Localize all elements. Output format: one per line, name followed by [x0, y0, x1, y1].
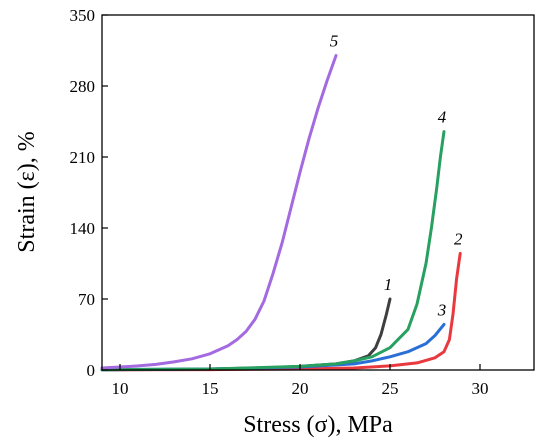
x-tick-label: 15 — [202, 379, 219, 398]
y-tick-label: 350 — [70, 6, 96, 25]
series-line-1 — [100, 297, 392, 372]
y-tick-label: 140 — [70, 219, 96, 238]
y-tick-label: 70 — [78, 290, 95, 309]
series-label-4: 4 — [438, 108, 447, 127]
series-label-2: 2 — [454, 229, 463, 248]
x-axis: 10 15 20 25 30 — [112, 364, 489, 398]
series-line-5 — [100, 54, 338, 370]
plot-series-layer — [100, 54, 462, 372]
y-axis: 0 70 140 210 280 350 — [70, 6, 108, 380]
series-line-4 — [100, 130, 446, 372]
series-labels: 1 2 3 4 5 — [330, 32, 463, 320]
y-tick-label: 210 — [70, 148, 96, 167]
y-axis-title: Strain (ε), % — [14, 131, 40, 252]
x-tick-label: 25 — [382, 379, 399, 398]
x-tick-label: 20 — [292, 379, 309, 398]
series-label-1: 1 — [384, 275, 393, 294]
x-axis-title: Stress (σ), MPa — [243, 412, 393, 438]
plot-frame — [101, 14, 535, 371]
series-label-5: 5 — [330, 32, 339, 51]
y-tick-label: 0 — [87, 361, 96, 380]
y-tick-label: 280 — [70, 77, 96, 96]
series-line-2 — [100, 251, 462, 372]
x-tick-label: 10 — [112, 379, 129, 398]
x-tick-label: 30 — [472, 379, 489, 398]
series-label-3: 3 — [437, 300, 447, 319]
